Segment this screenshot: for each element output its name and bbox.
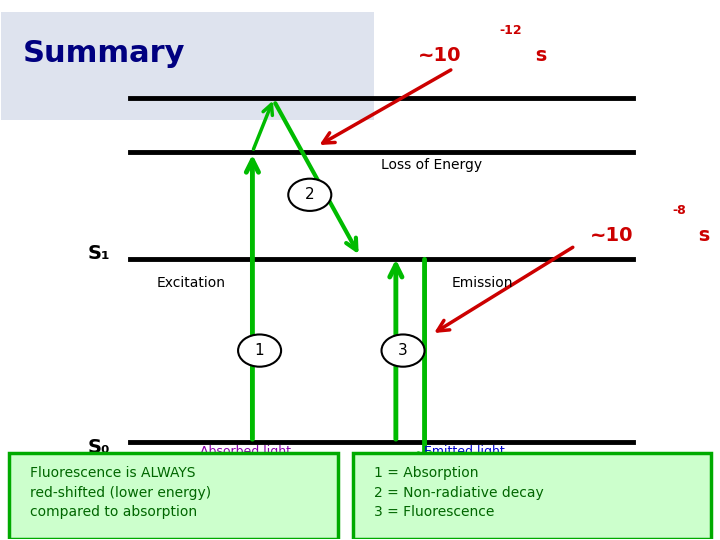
- Text: Summary: Summary: [23, 39, 186, 68]
- Text: ~10: ~10: [418, 45, 461, 65]
- Text: S₀: S₀: [87, 438, 110, 457]
- Text: S₁: S₁: [87, 245, 110, 264]
- FancyBboxPatch shape: [1, 12, 374, 119]
- Text: Excitation: Excitation: [157, 276, 226, 291]
- Text: 2: 2: [305, 187, 315, 202]
- Text: 3: 3: [398, 343, 408, 358]
- Text: -12: -12: [500, 24, 523, 37]
- Text: Loss of Energy: Loss of Energy: [381, 158, 482, 172]
- Circle shape: [238, 334, 281, 367]
- Text: Emission: Emission: [451, 276, 513, 291]
- Text: Absorbed light: Absorbed light: [199, 444, 291, 457]
- FancyBboxPatch shape: [9, 453, 338, 538]
- Text: s: s: [528, 45, 546, 65]
- Text: -8: -8: [672, 205, 685, 218]
- Circle shape: [288, 179, 331, 211]
- Text: Emitted light: Emitted light: [423, 444, 505, 457]
- Text: ~10: ~10: [590, 226, 633, 245]
- Text: 1 = Absorption
2 = Non-radiative decay
3 = Fluorescence: 1 = Absorption 2 = Non-radiative decay 3…: [374, 466, 544, 519]
- FancyBboxPatch shape: [353, 453, 711, 538]
- Text: Fluorescence is ALWAYS
red-shifted (lower energy)
compared to absorption: Fluorescence is ALWAYS red-shifted (lowe…: [30, 466, 211, 519]
- Text: s: s: [692, 226, 711, 245]
- Circle shape: [382, 334, 425, 367]
- Text: 1: 1: [255, 343, 264, 358]
